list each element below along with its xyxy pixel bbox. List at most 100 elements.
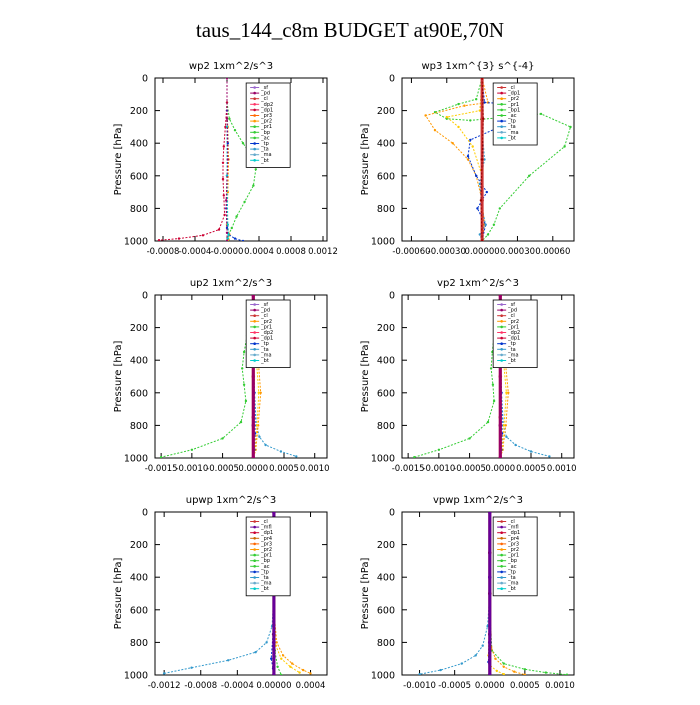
series-point — [228, 117, 231, 120]
series-point — [226, 158, 229, 161]
legend-label: _bt — [260, 358, 269, 364]
series-point — [309, 672, 312, 675]
chart-svg: wp3 1xm^{3} s^{-4} Pressure [hPa] 0 200 400 6… — [360, 61, 575, 257]
legend-marker — [500, 108, 503, 112]
series-line — [419, 512, 491, 675]
y-tick-label: 600 — [130, 171, 148, 182]
series-line — [160, 295, 254, 458]
legend-label: _pr1 — [507, 553, 519, 559]
legend-marker — [500, 308, 503, 312]
x-tick-label: -0.00030 — [428, 247, 466, 257]
panel-title: up2 1xm^2/s^3 — [190, 278, 272, 289]
legend-label: _ta — [260, 147, 269, 153]
legend-label: _bp1 — [507, 107, 520, 113]
legend-label: _pr2 — [507, 547, 519, 553]
chart-svg: wp2 1xm^2/s^3 Pressure [hPa] 0 200 400 600 800… — [113, 61, 338, 257]
chart-panel: vp2 1xm^2/s^3 Pressure [hPa] 0 200 400 600 800… — [337, 277, 589, 488]
x-tick-label: -0.0005 — [206, 464, 239, 474]
chart-panel: wp3 1xm^{3} s^{-4} Pressure [hPa] 0 200 400 6… — [337, 60, 589, 271]
legend-label: _sf — [507, 302, 515, 308]
legend-marker — [500, 336, 503, 340]
series-line — [273, 512, 282, 675]
plot-frame — [154, 77, 328, 242]
legend-marker — [253, 159, 256, 162]
legend-label: _mfl — [260, 525, 272, 531]
legend-label: _pd — [507, 308, 517, 314]
legend-marker — [500, 331, 503, 334]
series-point — [239, 420, 243, 424]
series-point — [507, 391, 510, 394]
series-point — [280, 673, 283, 675]
legend-marker — [253, 131, 256, 134]
legend-marker — [253, 153, 256, 156]
y-tick-label: 200 — [377, 540, 395, 551]
x-tick-label: 0.00060 — [535, 247, 570, 257]
plot-frame — [401, 294, 575, 459]
series-point — [241, 142, 245, 145]
chart-svg: vpwp 1xm^2/s^3 Pressure [hPa] 0 200 400 600 80… — [360, 495, 575, 691]
series-point — [513, 670, 516, 673]
series-point — [276, 665, 279, 668]
series-point — [258, 435, 261, 438]
panel-title: upwp 1xm^2/s^3 — [186, 495, 276, 506]
y-tick-label: 1000 — [371, 671, 395, 682]
series-point — [272, 673, 276, 675]
legend-marker — [253, 97, 256, 100]
legend-label: _ac — [260, 135, 270, 141]
series-point — [257, 391, 260, 394]
legend-marker — [253, 531, 256, 534]
series-line — [424, 78, 489, 241]
series-point — [498, 207, 501, 210]
series-point — [514, 443, 517, 447]
legend-marker — [253, 303, 256, 306]
y-tick-label: 400 — [377, 356, 395, 367]
y-tick-label: 1000 — [124, 454, 148, 465]
series-point — [251, 456, 256, 458]
panel-title: vpwp 1xm^2/s^3 — [433, 495, 523, 506]
series-point — [225, 117, 229, 120]
series-point — [298, 671, 301, 674]
series-point — [201, 234, 205, 237]
legend-label: _pr4 — [507, 536, 519, 542]
legend-marker — [253, 542, 256, 546]
series-point — [445, 115, 448, 119]
series-point — [495, 669, 498, 673]
series-point — [480, 158, 484, 161]
legend-label: _ma — [507, 581, 518, 587]
series-point — [483, 158, 486, 161]
series-point — [252, 184, 255, 187]
legend-label: _pr3 — [260, 113, 272, 119]
series-point — [486, 624, 489, 628]
series-point — [505, 435, 508, 438]
x-tick-label: -0.0012 — [148, 681, 181, 691]
series-point — [565, 673, 569, 675]
legend-label: _ma — [260, 581, 271, 587]
legend-marker — [500, 91, 503, 95]
legend-label: _ac — [260, 564, 270, 570]
series-point — [463, 104, 466, 107]
series-point — [241, 367, 244, 370]
series-point — [225, 239, 229, 241]
legend-label: _bt — [507, 135, 516, 141]
series-point — [227, 659, 230, 662]
y-tick-label: 200 — [130, 106, 148, 117]
legend-marker — [500, 125, 503, 128]
series-point — [488, 575, 492, 579]
legend-label: _tp — [260, 341, 269, 347]
plot-frame — [401, 511, 575, 676]
y-tick-label: 200 — [377, 323, 395, 334]
legend-label: _dp1 — [260, 530, 273, 536]
series-point — [482, 117, 485, 120]
legend-label: _pr1 — [260, 124, 272, 130]
legend-marker — [253, 86, 256, 89]
series-point — [502, 424, 506, 427]
y-tick-label: 200 — [130, 323, 148, 334]
y-tick-label: 1000 — [124, 671, 148, 682]
legend-label: _ta — [507, 124, 516, 130]
legend-label: _ma — [260, 152, 271, 158]
legend-marker — [253, 570, 256, 574]
legend-marker — [253, 559, 256, 562]
y-axis-label: Pressure [hPa] — [360, 558, 371, 630]
series-point — [505, 391, 508, 394]
series-point — [498, 295, 503, 297]
